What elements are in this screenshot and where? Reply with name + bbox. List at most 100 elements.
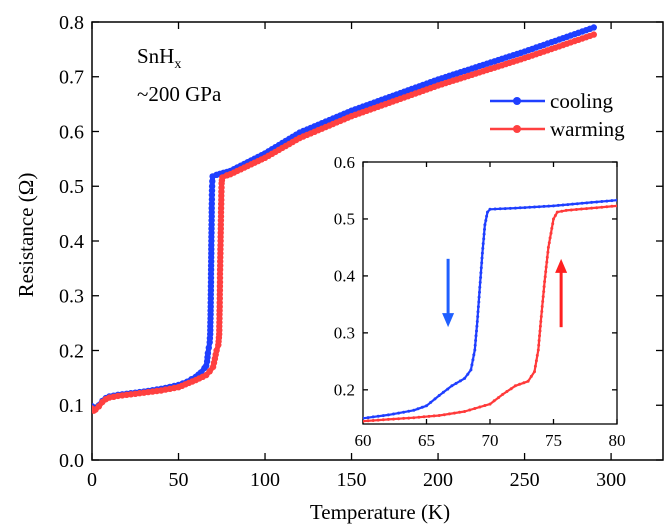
main-y-tick-label: 0.6 (59, 121, 84, 143)
inset-point-warming (417, 415, 421, 419)
inset-point-cooling (476, 305, 480, 309)
labels: Temperature (K) Resistance (Ω) SnHx ~200… (14, 44, 450, 524)
inset-point-warming (427, 414, 431, 418)
main-point-cooling (205, 344, 212, 351)
inset-point-warming (552, 217, 555, 221)
inset-point-warming (533, 370, 536, 374)
inset-point-warming (432, 414, 436, 418)
y-axis-label: Resistance (Ω) (14, 173, 38, 298)
inset-point-cooling (542, 204, 546, 208)
main-y-tick-label: 0.0 (59, 450, 84, 472)
inset-point-warming (539, 320, 543, 323)
main-point-warming (590, 31, 597, 38)
inset-point-cooling (493, 207, 497, 211)
inset-point-warming (615, 204, 617, 208)
inset-plot: 60 65 70 75 80 0.2 0.3 0.4 0.5 0.6 (334, 153, 626, 450)
inset-point-cooling (471, 358, 475, 362)
inset-point-cooling (561, 203, 565, 207)
inset-point-cooling (429, 400, 433, 404)
inset-point-cooling (475, 320, 479, 323)
legend-label-cooling: cooling (550, 89, 613, 113)
inset-point-cooling (479, 271, 483, 275)
inset-point-warming (497, 396, 500, 400)
inset-point-cooling (472, 353, 476, 357)
inset-point-cooling (483, 223, 487, 227)
inset-point-warming (560, 209, 564, 213)
main-point-cooling (208, 196, 216, 203)
inset-point-warming (539, 315, 543, 318)
inset-point-warming (546, 250, 550, 254)
inset-point-cooling (397, 411, 401, 415)
inset-point-cooling (552, 204, 555, 208)
inset-point-warming (548, 236, 552, 240)
formula-annotation: SnHx (137, 44, 181, 72)
inset-point-cooling (433, 397, 437, 401)
main-point-cooling (209, 178, 216, 185)
inset-point-cooling (477, 295, 481, 299)
inset-point-warming (543, 280, 547, 284)
inset-point-cooling (450, 384, 454, 388)
inset-x-tick-label: 65 (418, 431, 435, 450)
inset-point-warming (547, 241, 551, 245)
inset-point-cooling (523, 206, 527, 210)
inset-point-warming (537, 339, 541, 342)
inset-point-warming (534, 359, 538, 363)
inset-point-warming (522, 381, 526, 385)
formula-subscript: x (174, 57, 181, 72)
inset-point-warming (381, 418, 385, 422)
main-y-tick-label: 0.4 (59, 231, 84, 253)
inset-point-cooling (386, 413, 390, 417)
inset-point-cooling (469, 368, 473, 372)
inset-point-warming (543, 275, 547, 279)
inset-point-cooling (376, 414, 380, 418)
main-y-tick-label: 0.1 (59, 395, 84, 417)
inset-point-cooling (454, 381, 458, 385)
legend-marker-cooling (513, 97, 521, 105)
formula-base: SnH (137, 44, 174, 68)
inset-point-warming (371, 419, 375, 422)
inset-y-tick-label: 0.4 (334, 267, 356, 286)
main-x-tick-label: 100 (250, 469, 280, 491)
inset-point-warming (550, 226, 554, 230)
inset-point-warming (518, 382, 522, 386)
main-y-tick-label: 0.8 (59, 12, 84, 34)
main-point-warming (213, 347, 220, 354)
inset-point-warming (555, 210, 559, 214)
inset-point-warming (509, 387, 513, 391)
main-y-tick-label: 0.5 (59, 176, 84, 198)
inset-point-cooling (481, 246, 485, 250)
inset-point-warming (537, 343, 541, 347)
legend-label-warming: warming (550, 117, 625, 141)
inset-point-cooling (478, 290, 481, 294)
inset-point-warming (541, 300, 545, 303)
inset-series-group (363, 198, 617, 423)
main-x-tick-label: 300 (596, 469, 626, 491)
inset-point-cooling (363, 416, 365, 420)
inset-point-cooling (484, 219, 488, 222)
inset-point-warming (542, 290, 546, 294)
inset-y-tick-label: 0.6 (334, 153, 355, 172)
inset-point-cooling (528, 205, 532, 209)
inset-point-cooling (556, 203, 560, 207)
inset-point-warming (533, 364, 537, 368)
inset-point-warming (600, 205, 604, 209)
inset-point-cooling (412, 408, 416, 412)
inset-point-warming (549, 231, 553, 235)
inset-point-cooling (481, 242, 485, 246)
inset-point-warming (590, 206, 594, 210)
inset-point-cooling (463, 376, 467, 380)
inset-point-warming (447, 412, 451, 416)
inset-point-warming (376, 418, 380, 422)
inset-point-cooling (446, 387, 450, 391)
inset-point-warming (437, 414, 441, 417)
inset-point-cooling (590, 200, 594, 204)
inset-point-cooling (475, 329, 478, 333)
legend: cooling warming (490, 89, 625, 141)
inset-point-cooling (392, 412, 395, 416)
inset-point-cooling (474, 339, 478, 342)
inset-point-cooling (595, 200, 599, 204)
main-x-tick-label: 250 (510, 469, 540, 491)
inset-point-warming (546, 245, 550, 249)
inset-x-tick-label: 60 (355, 431, 372, 450)
inset-point-cooling (485, 214, 489, 218)
